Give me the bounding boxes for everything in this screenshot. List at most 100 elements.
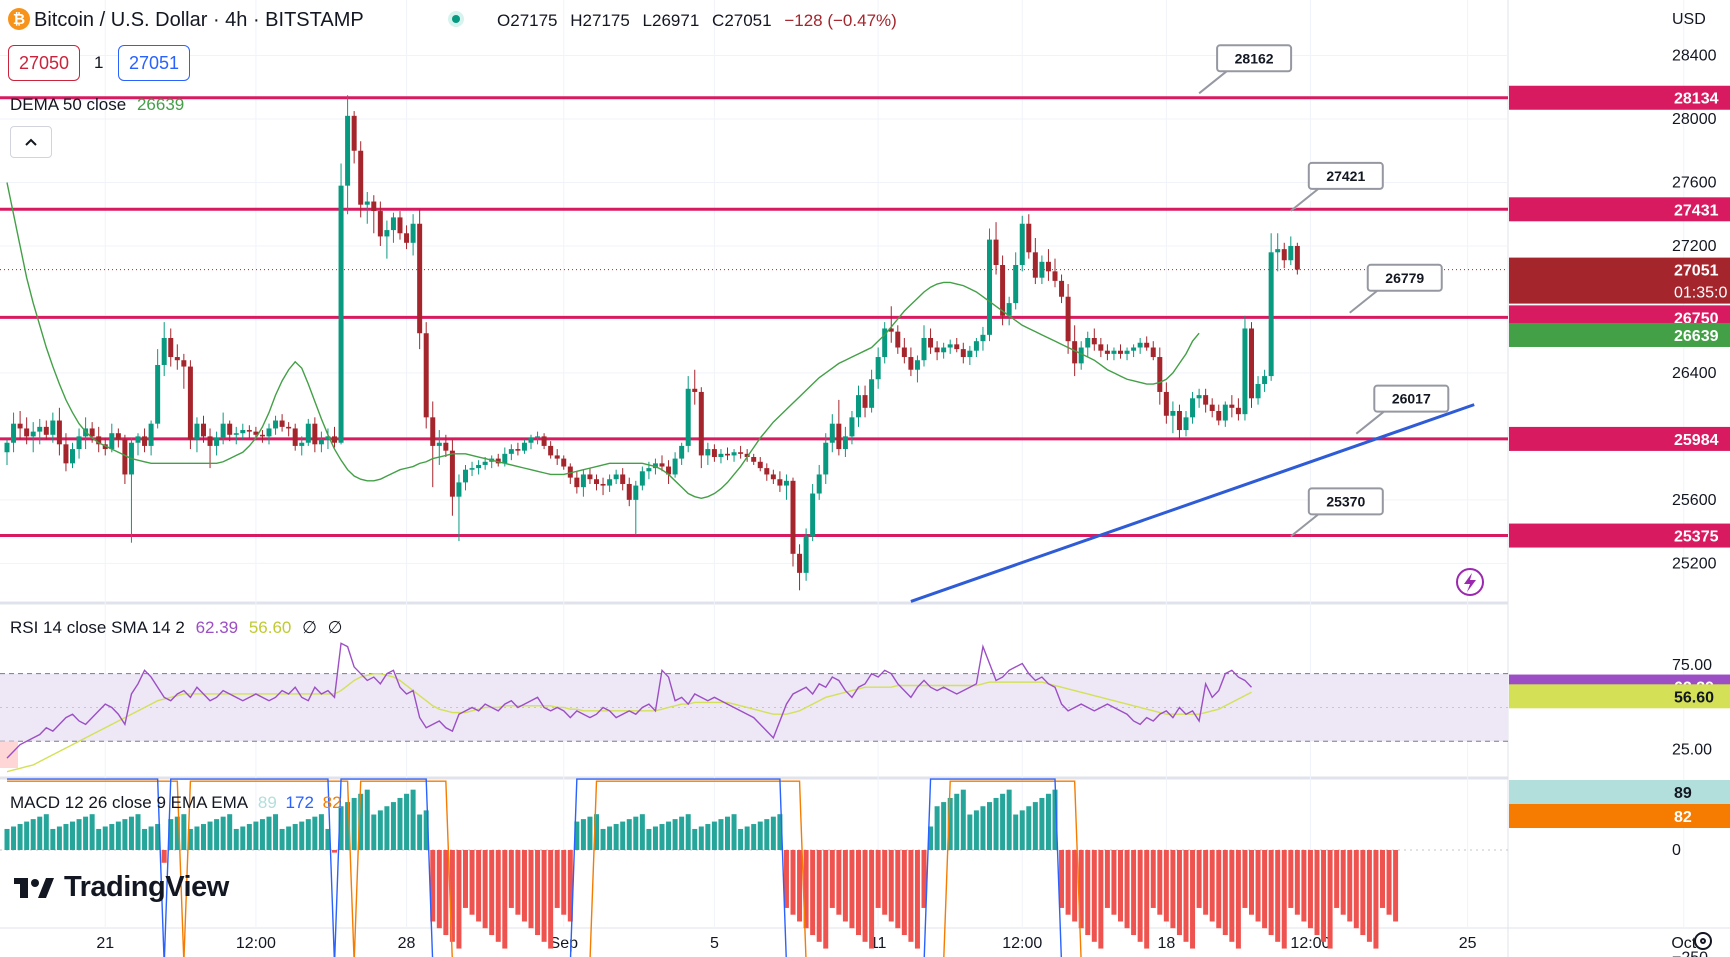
macd-histogram-bar bbox=[1386, 850, 1392, 915]
macd-line bbox=[7, 778, 1063, 957]
price-axis-tick: 27200 bbox=[1672, 238, 1717, 255]
macd-histogram-bar bbox=[358, 793, 364, 850]
candle-body bbox=[770, 474, 776, 480]
collapse-legend-button[interactable] bbox=[10, 126, 52, 158]
ohlc-readout: O27175 H27175 L26971 C27051 −128 (−0.47%… bbox=[497, 11, 897, 30]
candle-body bbox=[1170, 410, 1176, 416]
candle-body bbox=[142, 436, 148, 446]
candle-body bbox=[679, 445, 685, 459]
macd-histogram-bar bbox=[666, 821, 672, 850]
macd-histogram-bar bbox=[43, 814, 49, 850]
candle-body bbox=[1190, 398, 1196, 418]
macd-histogram-bar bbox=[279, 828, 285, 850]
candle-body bbox=[430, 417, 436, 446]
candle-body bbox=[1268, 252, 1274, 377]
candle-body bbox=[168, 337, 174, 358]
candle-body bbox=[89, 428, 95, 437]
time-axis-tick: Oct bbox=[1671, 935, 1696, 952]
candle-body bbox=[115, 433, 121, 440]
macd-histogram-bar bbox=[1340, 850, 1346, 915]
macd-histogram-bar bbox=[377, 810, 383, 850]
macd-histogram-bar bbox=[11, 826, 17, 850]
candle-body bbox=[109, 433, 115, 450]
candle-body bbox=[823, 442, 829, 475]
price-callout-box bbox=[1307, 487, 1384, 516]
candle-body bbox=[246, 430, 252, 432]
macd-histogram-bar bbox=[856, 850, 861, 936]
macd-histogram-bar bbox=[259, 819, 265, 850]
candle-body bbox=[63, 444, 69, 464]
macd-histogram-bar bbox=[128, 816, 134, 850]
bitcoin-icon: ₿ bbox=[8, 8, 30, 30]
candle-body bbox=[325, 436, 331, 440]
macd-histogram-bar bbox=[934, 806, 940, 850]
dema-legend[interactable]: DEMA 50 close 26639 bbox=[10, 95, 185, 114]
macd-histogram-bar bbox=[476, 850, 482, 922]
candle-body bbox=[1085, 337, 1091, 348]
macd-line-legend: 172 bbox=[285, 793, 314, 812]
symbol-title[interactable]: Bitcoin / U.S. Dollar · 4h · BITSTAMP bbox=[34, 9, 364, 31]
candle-body bbox=[187, 366, 193, 440]
settings-icon[interactable] bbox=[1694, 932, 1712, 950]
last-price-tag bbox=[1509, 257, 1730, 304]
macd-histogram-bar bbox=[744, 826, 750, 850]
macd-axis-tick: −250 bbox=[1672, 950, 1708, 957]
candle-body bbox=[698, 391, 704, 456]
macd-histogram-bar bbox=[567, 850, 573, 922]
macd-histogram-bar bbox=[548, 850, 554, 949]
candle-body bbox=[1006, 303, 1012, 316]
macd-histogram-bar bbox=[960, 789, 966, 850]
macd-histogram-bar bbox=[76, 819, 82, 850]
candle-body bbox=[102, 444, 108, 450]
macd-histogram-bar bbox=[1347, 850, 1353, 922]
price-axis-tick: 28400 bbox=[1672, 48, 1717, 65]
macd-histogram-bar bbox=[777, 814, 783, 850]
candle-body bbox=[332, 436, 337, 443]
candle-body bbox=[836, 423, 842, 450]
macd-histogram-bar bbox=[987, 802, 992, 850]
macd-histogram-bar bbox=[980, 806, 986, 850]
candle-body bbox=[1216, 410, 1222, 421]
candle-body bbox=[449, 450, 455, 497]
candle-body bbox=[1137, 342, 1143, 348]
tradingview-logo[interactable]: TradingView bbox=[14, 871, 229, 904]
candle-body bbox=[862, 395, 868, 408]
sell-price-button[interactable]: 27050 bbox=[8, 45, 81, 81]
macd-histogram-bar bbox=[810, 850, 816, 936]
candle-body bbox=[541, 436, 547, 446]
macd-histogram-bar bbox=[489, 850, 495, 936]
macd-histogram-bar bbox=[63, 824, 69, 850]
candle-body bbox=[744, 453, 750, 458]
macd-histogram-bar bbox=[633, 816, 639, 850]
currency-label[interactable]: USD bbox=[1672, 11, 1706, 28]
macd-legend[interactable]: MACD 12 26 close 9 EMA EMA 89 172 82 bbox=[10, 793, 342, 812]
macd-histogram-bar bbox=[1085, 850, 1091, 936]
rsi-oversold-fill bbox=[0, 741, 18, 768]
rsi-legend[interactable]: RSI 14 close SMA 14 2 62.39 56.60 ∅ ∅ bbox=[10, 618, 343, 637]
candle-body bbox=[502, 453, 508, 464]
candle-body bbox=[620, 474, 626, 484]
candle-body bbox=[711, 449, 717, 458]
candle-body bbox=[1039, 261, 1045, 278]
candle-body bbox=[1059, 280, 1065, 297]
macd-histogram-bar bbox=[783, 850, 789, 908]
macd-histogram-bar bbox=[404, 793, 410, 850]
candle-body bbox=[1052, 271, 1058, 281]
candle-body bbox=[1026, 223, 1032, 253]
candle-body bbox=[1131, 347, 1137, 351]
macd-histogram-bar bbox=[613, 824, 619, 850]
macd-histogram-bar bbox=[1360, 850, 1366, 936]
market-status-dot bbox=[448, 11, 464, 27]
buy-price-button[interactable]: 27051 bbox=[118, 45, 191, 81]
macd-histogram-bar bbox=[318, 814, 324, 850]
dema-line bbox=[6, 182, 1200, 499]
macd-histogram-bar bbox=[718, 819, 724, 850]
ohlc-high: 27175 bbox=[582, 11, 630, 30]
price-callout-pointer bbox=[1290, 511, 1339, 538]
macd-histogram-bar bbox=[246, 824, 252, 850]
candle-body bbox=[443, 442, 449, 451]
candle-body bbox=[43, 426, 49, 435]
candle-body bbox=[790, 480, 796, 554]
macd-histogram-bar bbox=[738, 828, 744, 850]
